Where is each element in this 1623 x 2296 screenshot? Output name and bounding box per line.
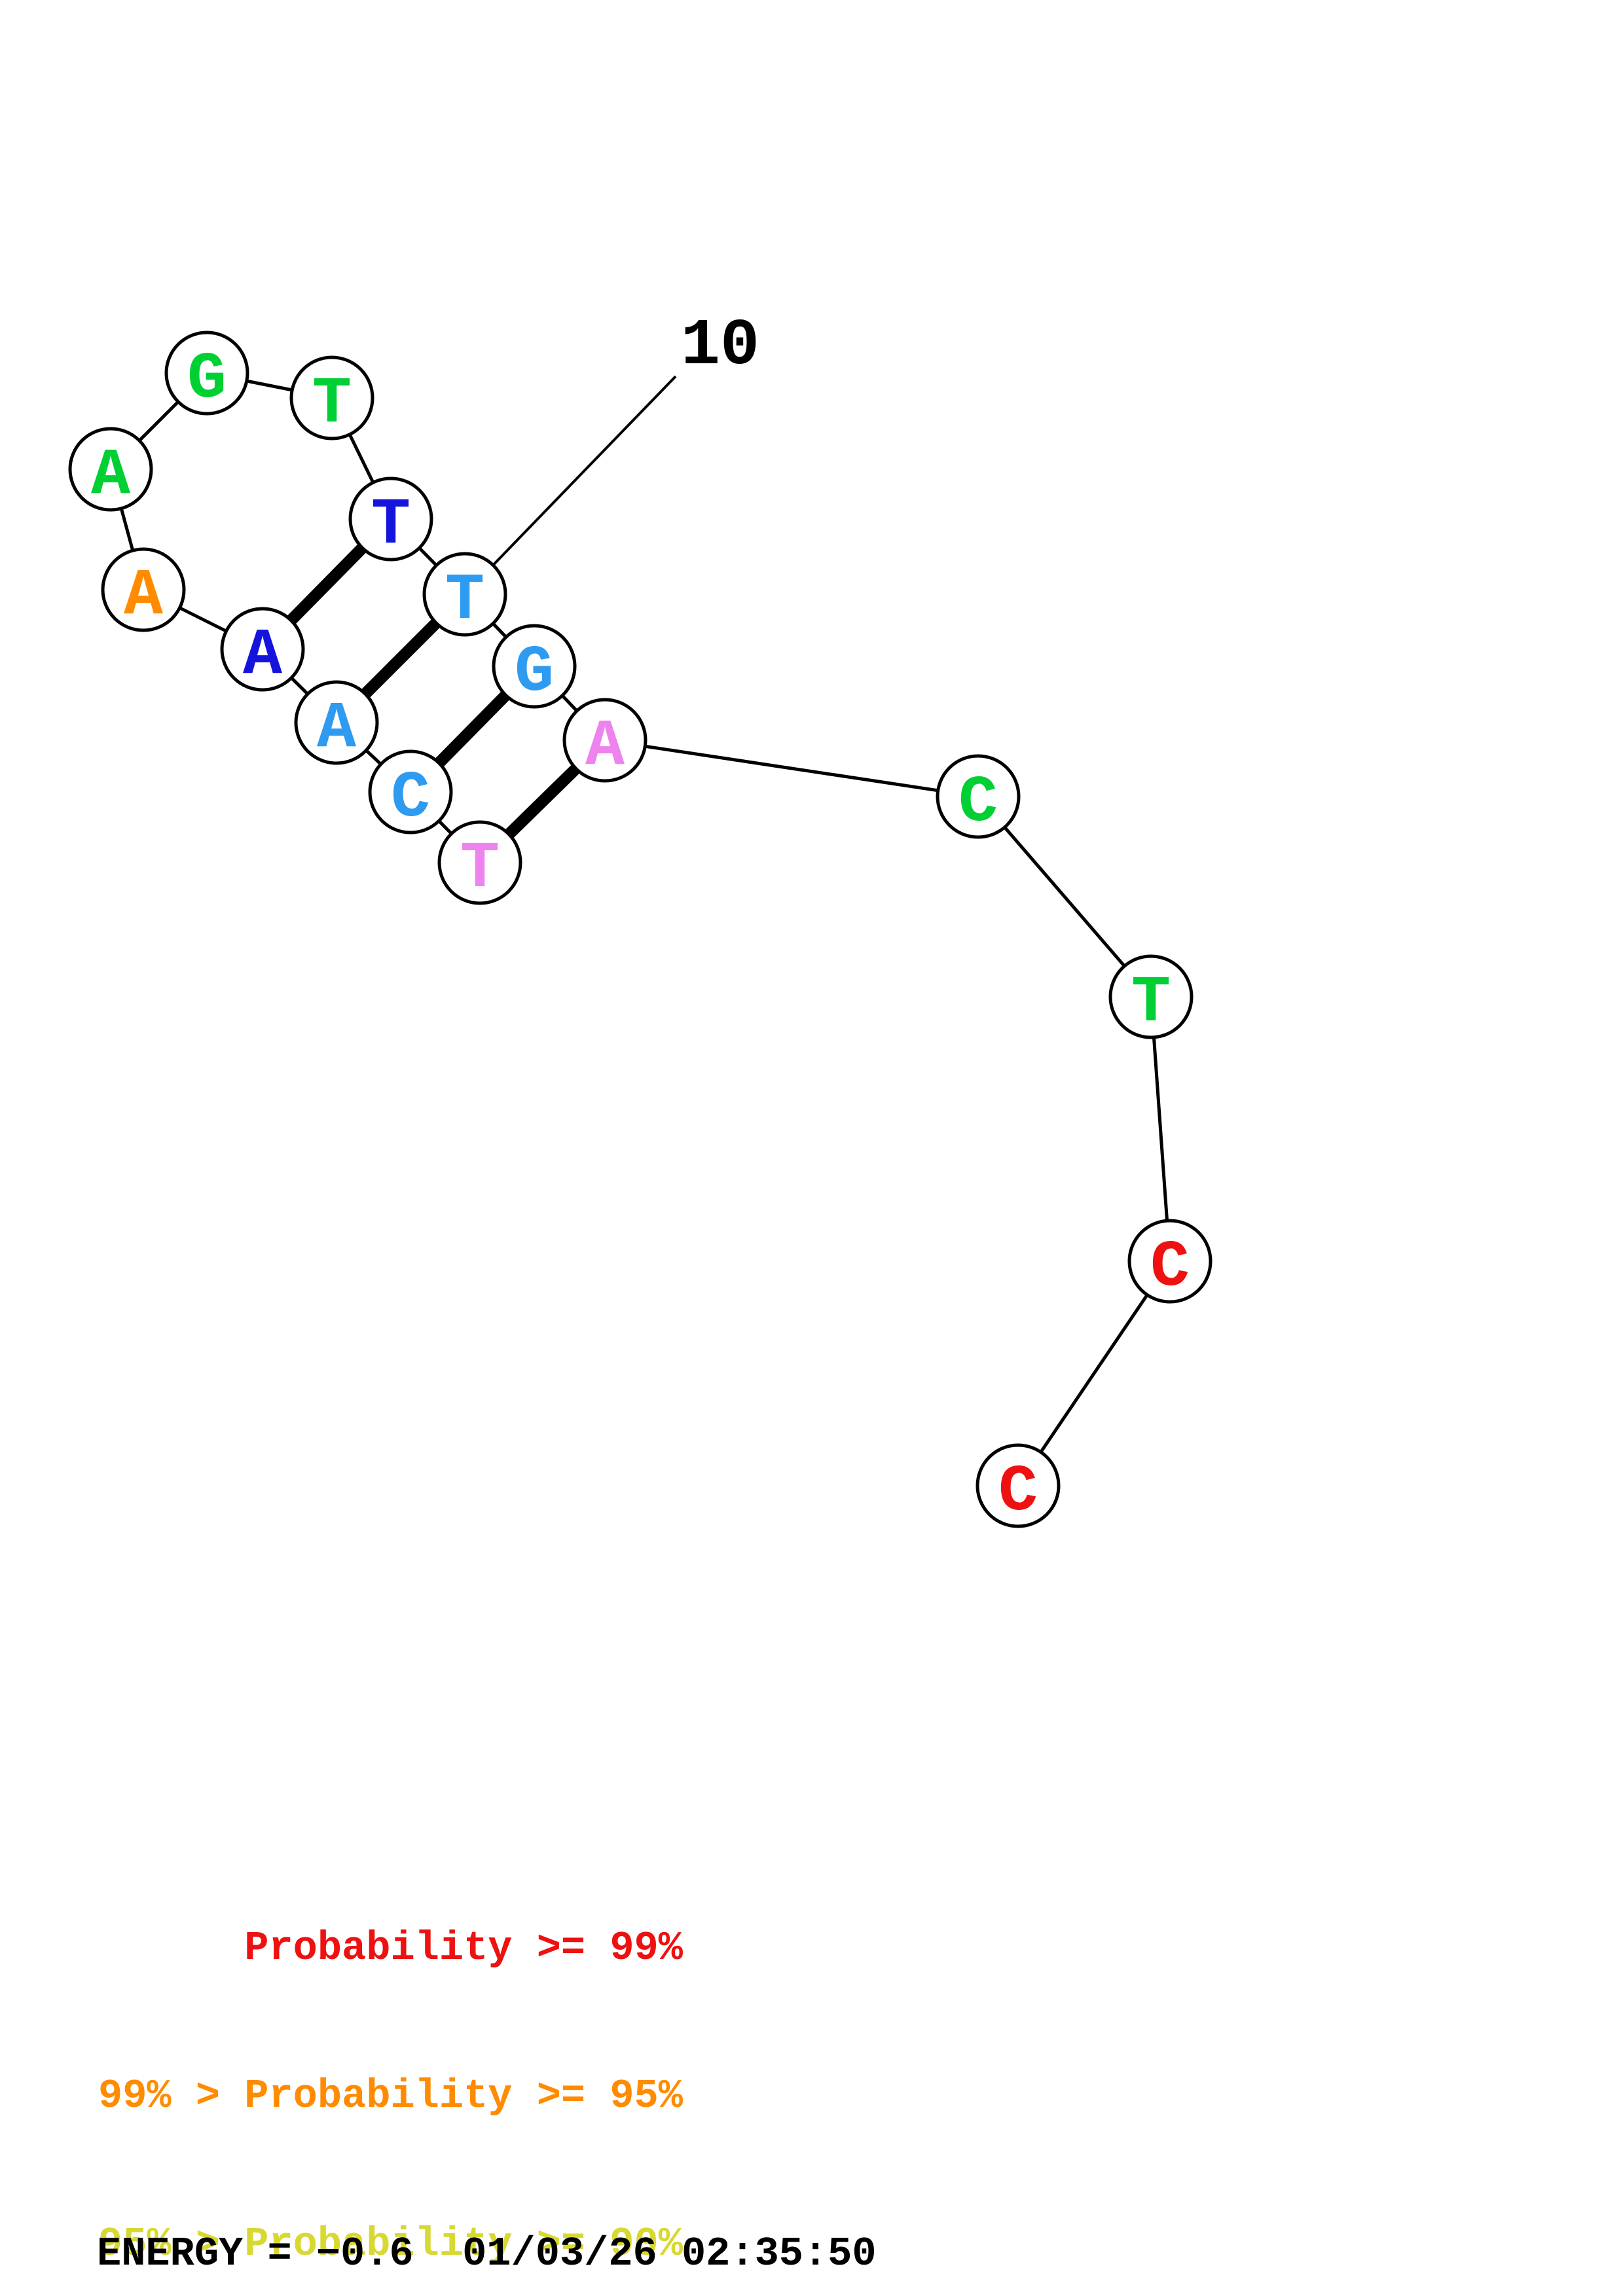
nucleotide-8: T	[289, 355, 374, 442]
position-label: 10	[681, 310, 759, 384]
nucleotide-base: C	[391, 762, 430, 836]
nucleotide-base: G	[187, 343, 227, 417]
backbone-bonds	[109, 371, 1172, 1488]
nucleotide-base: C	[998, 1456, 1038, 1530]
nucleotide-11: G	[492, 624, 577, 710]
nucleotide-base: C	[958, 766, 998, 840]
nucleotide-circle	[562, 698, 647, 783]
nucleotide-base: A	[585, 710, 625, 784]
nucleotide-circle	[101, 547, 186, 632]
nucleotide-circle	[976, 1443, 1061, 1528]
nucleotide-base: T	[445, 564, 484, 638]
nucleotide-base: A	[91, 439, 131, 513]
nucleotide-12: A	[562, 698, 647, 784]
nucleotide-base: T	[371, 489, 410, 563]
nucleotide-base: T	[460, 833, 500, 906]
nucleotide-base: A	[124, 560, 164, 634]
nucleotide-1: T	[437, 820, 522, 906]
nucleotide-10: T	[422, 552, 507, 638]
nucleotide-circle	[68, 427, 153, 512]
nucleotide-base: C	[1150, 1231, 1190, 1305]
nucleotide-6: A	[68, 427, 153, 513]
nucleotide-3: A	[294, 680, 379, 766]
nucleotide-2: C	[368, 749, 453, 836]
nucleotide-circle	[348, 476, 433, 562]
nucleotide-base: T	[1131, 967, 1171, 1041]
nucleotide-5: A	[101, 547, 186, 634]
nucleotide-circle	[289, 355, 374, 440]
legend-row-95: 99% > Probability >= 95%	[98, 2073, 683, 2120]
nucleotide-circle	[294, 680, 379, 765]
nucleotide-16: C	[976, 1443, 1061, 1530]
nucleotide-circle	[437, 820, 522, 905]
legend-row-99: Probability >= 99%	[98, 1924, 683, 1971]
probability-legend: Probability >= 99% 99% > Probability >= …	[98, 1825, 683, 2296]
nucleotide-15: C	[1127, 1219, 1213, 1305]
nucleotide-circle	[1127, 1219, 1213, 1304]
energy-line: ENERGY = −0.6 01/03/26 02:35:50	[97, 2231, 877, 2277]
nucleotide-circle	[1108, 954, 1194, 1039]
nucleotide-base: T	[312, 368, 352, 442]
nucleotide-circle	[220, 607, 305, 692]
nucleotide-circle	[368, 749, 453, 834]
nucleotide-circle	[422, 552, 507, 637]
nucleotide-base: G	[515, 636, 554, 710]
nucleotide-7: G	[164, 331, 249, 417]
position-label-pointer-line	[464, 375, 677, 596]
nucleotide-14: T	[1108, 954, 1194, 1041]
legend-row-90: 95% > Probability >= 90%	[98, 2221, 683, 2268]
nucleotide-4: A	[220, 607, 305, 693]
nucleotide-base: A	[317, 692, 357, 766]
nucleotide-circle	[936, 754, 1021, 839]
nucleotide-13: C	[936, 754, 1021, 840]
nucleotide-circle	[164, 331, 249, 416]
nucleotide-base: A	[243, 619, 283, 693]
nucleotide-9: T	[348, 476, 433, 563]
nucleotides: T C A A A A G	[68, 331, 1213, 1530]
nucleotide-circle	[492, 624, 577, 709]
